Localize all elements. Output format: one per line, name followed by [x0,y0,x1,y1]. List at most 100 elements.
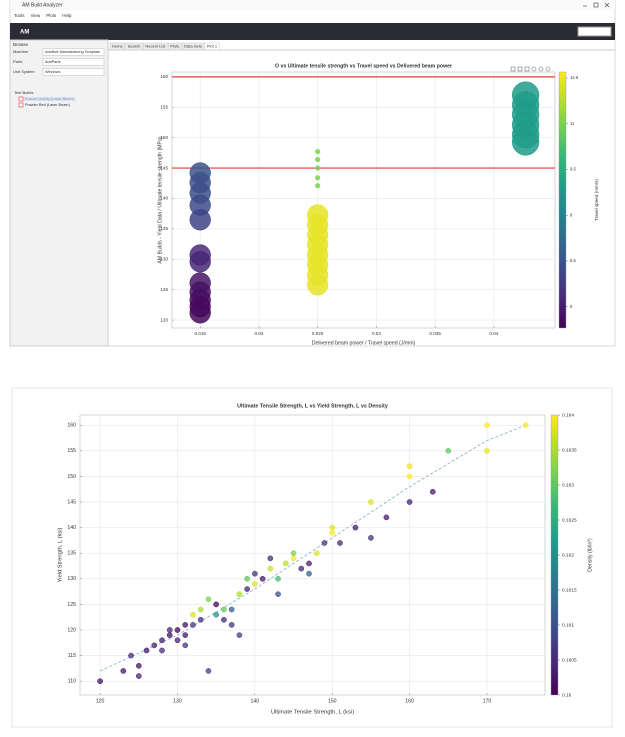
point [159,647,165,654]
colorbar-label: Density (lb/in³) [587,538,593,572]
x-tick-label: 150 [328,698,337,704]
bubble [315,149,321,155]
y-tick-label: 145 [67,499,76,505]
tab[interactable]: Data Sets [182,42,205,51]
point [275,575,281,582]
colorbar-label: Travel speed (mm/s) [594,179,599,221]
y-tick-label: 110 [68,679,76,685]
field-input[interactable] [42,48,105,56]
trend-line [99,424,526,672]
colorbar [550,414,559,696]
point [368,499,374,505]
chart: 120 130 140 150 160 170 110 115 120 125 130 135 140 1… [58,403,594,715]
y-tick-label: 120 [160,317,168,322]
y-tick-label: 115 [68,653,76,659]
bubble [307,274,329,296]
point [290,555,297,562]
field-label: Parts [13,59,22,64]
point [337,540,343,546]
point [306,570,312,577]
point [329,529,336,536]
point [259,575,266,582]
point [236,591,243,598]
point [445,447,452,454]
menu-item[interactable]: Help [62,13,72,18]
y-tick-label: 140 [160,196,168,201]
colorbar-tick-label: 9.5 [570,167,576,172]
y-tick-label: 145 [160,165,168,170]
x-tick-label: 0.025 [312,331,324,336]
title-bar [10,0,615,10]
point [151,642,158,649]
x-tick-label: 120 [96,698,105,704]
point [522,422,529,429]
field-value: AddParts [45,60,61,64]
point [143,647,150,654]
tab[interactable]: Plot 1 [204,42,220,51]
tab-label: Data Sets [184,44,202,49]
x-tick-label: 0.015 [194,331,206,336]
tab[interactable]: Recent List [143,42,168,51]
menu-item[interactable]: View [31,13,41,18]
tab[interactable]: Plots [168,42,182,51]
field-input[interactable] [42,68,105,76]
bubble [189,251,211,273]
point [298,565,305,572]
bubble [315,156,321,163]
point [252,570,258,577]
point [190,611,196,618]
tree-checkbox[interactable] [18,102,24,108]
colorbar-tick-label: 6.5 [570,258,576,263]
point [228,622,235,628]
tab-label: Plots [170,44,179,49]
colorbar-tick-label: 0.1605 [562,657,577,663]
point [213,611,220,618]
colorbar-tick-label: 8 [570,212,573,217]
field-input[interactable] [42,58,105,66]
y-tick-label: 150 [67,474,76,480]
colorbar-tick-label: 0.164 [562,412,574,418]
point [213,601,220,608]
y-tick-label: 125 [67,602,76,608]
plot-tools[interactable] [510,66,551,72]
tab-label: Plot 1 [207,44,218,49]
menu-item[interactable]: Plots [46,13,57,18]
point [182,642,189,649]
y-axis-label: Yield Strength, L (ksi) [58,527,64,582]
point [290,550,297,557]
y-tick-label: 160 [67,423,76,429]
tab[interactable]: Search [125,42,143,51]
y-tick-label: 155 [67,448,76,454]
search-box[interactable] [577,26,612,37]
x-tick-label: 0.04 [489,331,498,336]
bubble [315,175,321,181]
menu-item[interactable]: Tools [14,13,25,18]
point [182,632,189,638]
tree-item[interactable]: Powder Bed (Laser Beam) [25,103,70,107]
x-tick-label: 0.03 [372,331,381,336]
point [275,591,281,598]
colorbar [558,71,567,329]
x-tick-label: 0.02 [254,331,263,336]
window-controls[interactable] [583,2,610,8]
colorbar-tick-label: 0.1615 [562,587,577,593]
tab[interactable]: Home [109,42,125,51]
point [236,632,243,638]
y-axis-label: AM Builds - Yield Data / Ultimate tensil… [157,136,163,263]
x-tick-label: 170 [483,698,492,704]
chart-title: O vs Ultimate tensile strength vs Travel… [275,63,452,69]
point [484,447,490,454]
colorbar-tick-label: 0.1625 [562,517,577,523]
point [197,616,204,623]
colorbar-tick-label: 0.162 [562,552,574,558]
x-axis-label: Delivered beam power / Travel speed (J/m… [312,340,416,346]
chart: 0.015 0.02 0.025 0.03 0.035 0.04 120 125 130 135 1… [157,63,599,346]
y-tick-label: 125 [160,287,168,292]
y-tick-label: 140 [67,525,76,531]
colorbar-tick-label: 0.161 [562,622,574,628]
point [267,555,274,562]
tree-checkbox[interactable] [18,96,24,102]
point [383,514,390,521]
point [166,627,173,633]
